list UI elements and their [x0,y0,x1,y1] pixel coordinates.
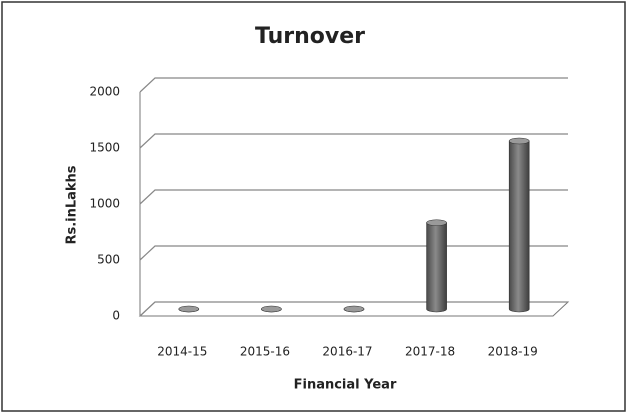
x-tick-label: 2017-18 [405,345,455,359]
bar-part [426,222,447,313]
x-tick-label: 2016-17 [322,345,372,359]
y-tick-label: 1000 [89,197,120,211]
y-axis-title: Rs.inLakhs [65,165,80,244]
bar-part [343,305,365,313]
y-tick-label: 1500 [89,141,120,155]
bar-part [508,137,530,145]
bar [343,305,365,313]
bar [178,305,200,313]
x-tick-label: 2015-16 [240,345,290,359]
grid-line [139,77,568,93]
bar [426,219,447,313]
x-axis-title: Financial Year [294,378,397,393]
grid-line [139,133,568,149]
x-tick-label: 2014-15 [157,345,207,359]
bar-part [508,140,530,313]
chart-title: Turnover [255,24,365,49]
grid-line [139,189,568,205]
bar [508,137,530,313]
x-tick-label: 2018-19 [488,345,538,359]
y-tick-label: 500 [97,253,120,267]
y-tick-label: 2000 [89,85,120,99]
bar [261,305,282,313]
bar-part [426,219,447,227]
y-tick-label: 0 [112,309,120,323]
bar-part [261,305,282,313]
bar-part [178,305,200,313]
